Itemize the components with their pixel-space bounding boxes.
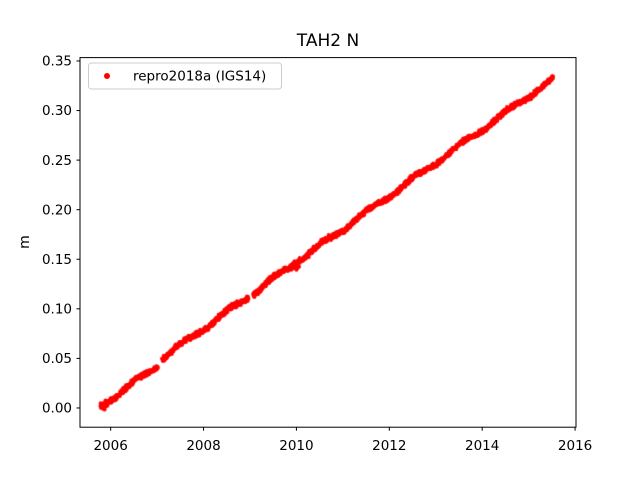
y-tick-label: 0.20 — [42, 202, 72, 218]
legend-dot-marker-icon — [104, 73, 110, 79]
chart-title: TAH2 N — [296, 31, 359, 51]
x-tick-label: 2010 — [279, 438, 313, 454]
y-tick-label: 0.15 — [42, 252, 72, 268]
y-axis-ticks: 0.00 0.05 0.10 0.15 0.20 0.25 0.30 0.35 — [42, 54, 80, 417]
y-tick-label: 0.25 — [42, 153, 72, 169]
y-tick-label: 0.10 — [42, 302, 72, 318]
x-tick-label: 2012 — [372, 438, 406, 454]
y-tick-label: 0.05 — [42, 351, 72, 367]
x-tick-label: 2008 — [186, 438, 220, 454]
y-tick-label: 0.00 — [42, 401, 72, 417]
x-tick-label: 2016 — [558, 438, 592, 454]
legend: repro2018a (IGS14) — [88, 62, 282, 90]
legend-label: repro2018a (IGS14) — [133, 69, 266, 85]
legend-box — [88, 62, 282, 90]
x-tick-label: 2014 — [465, 438, 499, 454]
y-axis-label: m — [17, 235, 33, 249]
x-axis-ticks: 2006 2008 2010 2012 2014 2016 — [93, 427, 592, 454]
x-tick-label: 2006 — [93, 438, 127, 454]
plot-border — [79, 57, 577, 428]
y-tick-label: 0.30 — [42, 103, 72, 119]
y-tick-label: 0.35 — [42, 54, 72, 70]
